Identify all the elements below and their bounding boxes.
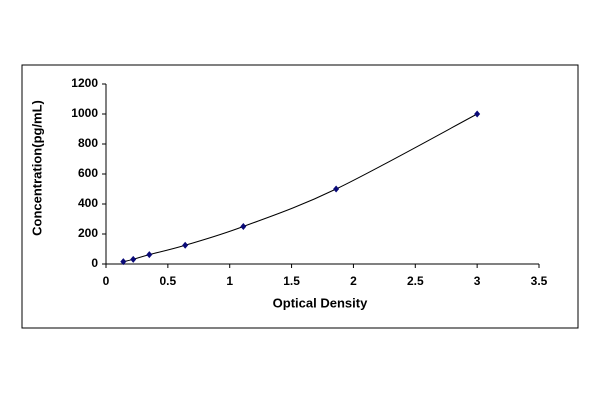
- point: [240, 223, 247, 230]
- x-tick-label: 0.5: [160, 274, 177, 288]
- y-tick-label: 0: [91, 256, 98, 270]
- x-tick-label: 0: [103, 274, 110, 288]
- x-tick-label: 1.5: [283, 274, 300, 288]
- point: [182, 241, 189, 249]
- x-tick-label: 2: [350, 274, 357, 288]
- y-tick-label: 600: [78, 166, 98, 180]
- y-tick-label: 800: [78, 136, 98, 150]
- point: [130, 255, 137, 263]
- x-tick-label: 3: [474, 274, 481, 288]
- y-tick-label: 200: [78, 226, 98, 240]
- y-axis-title: Concentration(pg/mL): [29, 100, 44, 236]
- y-tick-label: 400: [78, 196, 98, 210]
- x-tick-label: 1: [226, 274, 233, 288]
- point: [333, 185, 340, 193]
- y-tick-label: 1000: [71, 106, 98, 120]
- x-tick-label: 3.5: [531, 274, 548, 288]
- point: [474, 110, 481, 118]
- chart-border: [21, 64, 579, 329]
- y-tick-label: 1200: [71, 76, 98, 90]
- point: [120, 258, 127, 266]
- x-tick-label: 2.5: [407, 274, 424, 288]
- x-axis-title: Optical Density: [273, 295, 368, 310]
- point: [146, 251, 153, 259]
